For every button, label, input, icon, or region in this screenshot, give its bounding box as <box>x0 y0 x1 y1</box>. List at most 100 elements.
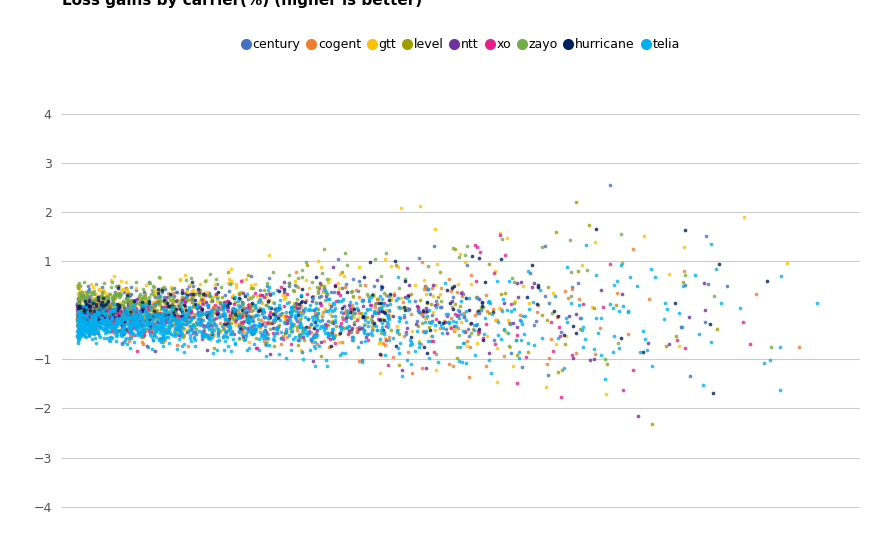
Point <box>368 302 382 311</box>
Point <box>105 313 119 322</box>
Point <box>261 318 276 327</box>
Point <box>447 310 462 319</box>
Point <box>458 359 472 368</box>
Point <box>222 287 236 296</box>
Point <box>428 315 442 323</box>
Point <box>517 312 532 321</box>
Point <box>278 312 292 321</box>
Point <box>470 339 484 348</box>
Point <box>205 312 219 321</box>
Point <box>143 323 157 332</box>
Point <box>304 335 318 344</box>
Point <box>82 284 96 293</box>
Point <box>193 309 207 318</box>
Point <box>222 322 236 331</box>
Point <box>335 303 349 312</box>
Point <box>198 290 212 299</box>
Point <box>278 328 292 337</box>
Point <box>333 308 347 317</box>
Point <box>107 307 121 316</box>
Point <box>209 280 223 289</box>
Point <box>107 323 121 332</box>
Point <box>127 320 141 328</box>
Point <box>159 296 173 305</box>
Point <box>221 322 235 331</box>
Point <box>465 324 479 333</box>
Point <box>114 290 128 299</box>
Point <box>243 313 257 322</box>
Point <box>85 315 99 324</box>
Point <box>201 324 215 333</box>
Point <box>72 312 86 321</box>
Point <box>146 313 160 322</box>
Point <box>122 321 136 330</box>
Point <box>154 315 168 324</box>
Point <box>137 317 152 326</box>
Point <box>72 296 86 305</box>
Point <box>156 323 170 332</box>
Point <box>414 340 428 349</box>
Point <box>128 313 143 322</box>
Point <box>155 313 169 322</box>
Point <box>94 307 108 316</box>
Point <box>167 292 181 300</box>
Point <box>175 296 189 305</box>
Point <box>375 306 389 315</box>
Point <box>130 319 144 328</box>
Point <box>110 331 124 340</box>
Point <box>439 324 453 333</box>
Point <box>307 305 322 314</box>
Point <box>96 324 110 333</box>
Point <box>93 306 107 315</box>
Point <box>511 354 525 362</box>
Point <box>74 310 88 318</box>
Point <box>91 293 105 301</box>
Point <box>380 322 394 331</box>
Point <box>219 327 233 336</box>
Point <box>470 293 484 302</box>
Point <box>534 310 548 319</box>
Point <box>295 272 309 281</box>
Point <box>179 315 193 324</box>
Point <box>333 325 347 334</box>
Point <box>185 298 199 306</box>
Point <box>202 333 216 341</box>
Point <box>372 350 386 359</box>
Point <box>108 304 122 312</box>
Point <box>237 306 252 315</box>
Point <box>442 318 456 327</box>
Point <box>78 320 92 328</box>
Point <box>70 314 84 323</box>
Point <box>327 304 341 312</box>
Point <box>545 309 559 318</box>
Point <box>168 318 183 327</box>
Point <box>129 305 144 314</box>
Point <box>268 323 282 332</box>
Point <box>74 322 88 331</box>
Point <box>86 318 100 327</box>
Point <box>559 317 573 326</box>
Point <box>208 309 222 317</box>
Point <box>164 321 178 329</box>
Point <box>421 306 435 315</box>
Point <box>384 295 398 304</box>
Point <box>78 298 92 306</box>
Point <box>134 306 148 315</box>
Point <box>113 285 128 294</box>
Point <box>304 312 318 321</box>
Point <box>462 294 476 302</box>
Point <box>563 350 578 359</box>
Point <box>152 336 167 345</box>
Point <box>74 327 88 336</box>
Point <box>177 293 191 302</box>
Point <box>137 288 152 296</box>
Point <box>286 321 300 329</box>
Point <box>117 317 131 326</box>
Point <box>132 298 146 306</box>
Point <box>89 323 103 332</box>
Point <box>377 254 392 263</box>
Point <box>125 312 139 321</box>
Point <box>274 283 288 292</box>
Point <box>250 344 264 352</box>
Point <box>74 329 88 338</box>
